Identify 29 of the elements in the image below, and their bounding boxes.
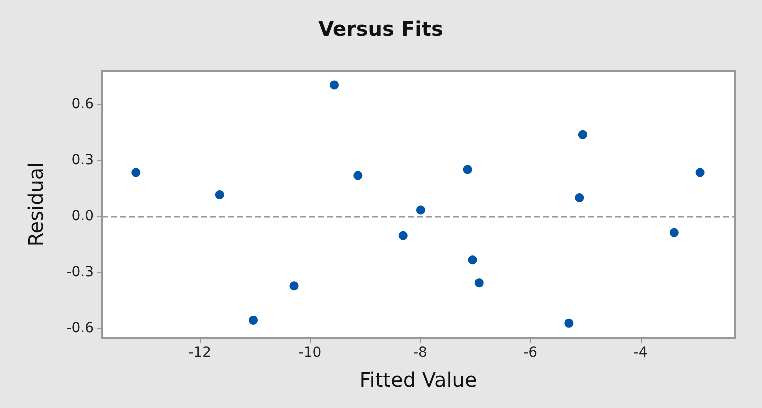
point <box>354 171 363 180</box>
point <box>696 168 705 178</box>
point <box>474 278 484 288</box>
point <box>463 165 472 174</box>
point <box>564 318 574 328</box>
x-tick-label: -10 <box>298 345 322 361</box>
point <box>290 282 299 291</box>
x-tick-label: -8 <box>413 345 428 361</box>
point <box>578 130 588 140</box>
y-tick-label: 0.6 <box>72 96 94 113</box>
point <box>575 193 584 202</box>
point <box>468 256 478 265</box>
y-tick-label: 0.3 <box>72 152 94 169</box>
x-tick-label: -4 <box>634 345 648 361</box>
x-tick-label: -12 <box>188 345 212 361</box>
y-tick-label: 0.0 <box>72 208 94 225</box>
point <box>330 80 339 90</box>
x-tick-label: -6 <box>524 345 538 361</box>
chart-title: Versus Fits <box>318 17 444 41</box>
point <box>132 168 141 178</box>
point <box>398 231 408 240</box>
y-tick-label: -0.6 <box>66 320 94 337</box>
point <box>215 190 224 200</box>
point <box>670 228 679 238</box>
point <box>249 316 258 325</box>
y-axis-title: Residual <box>24 162 48 247</box>
x-axis-title: Fitted Value <box>360 368 478 392</box>
y-tick-label: -0.3 <box>66 264 94 281</box>
point <box>416 206 426 215</box>
